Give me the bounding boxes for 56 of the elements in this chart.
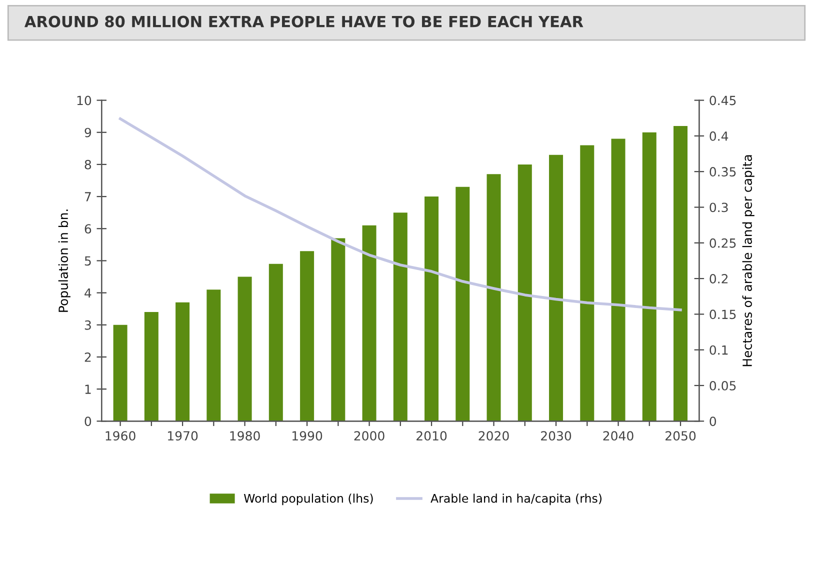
chart-title: AROUND 80 MILLION EXTRA PEOPLE HAVE TO BE FED EACH YEAR	[24, 16, 584, 28]
bar	[113, 324, 128, 422]
y-tick-label: 3	[84, 320, 91, 330]
x-tick-label: 2020	[478, 431, 509, 441]
line-series	[118, 117, 682, 312]
bar	[206, 290, 221, 422]
y2-tick-label: 0.35	[710, 167, 736, 177]
bar	[144, 312, 158, 422]
y-tick-label: 4	[84, 288, 92, 298]
bar	[300, 251, 314, 422]
bar	[331, 238, 346, 422]
bar	[268, 264, 283, 422]
x-tick-label: 1990	[292, 431, 322, 441]
y2-tick-label: 0	[710, 416, 716, 426]
y-tick-label: 10	[77, 96, 92, 106]
y-tick-label: 0	[84, 416, 92, 426]
y2-tick-label: 0.3	[710, 202, 728, 212]
y-tick-label: 9	[84, 128, 92, 138]
y2-tick-label: 0.1	[710, 345, 728, 355]
y-tick-label: 8	[84, 160, 92, 170]
y-tick-label: 5	[84, 256, 91, 266]
x-tick-label: 1980	[230, 431, 260, 441]
bar	[238, 276, 252, 422]
x-tick-label: 1960	[106, 431, 136, 441]
bar	[362, 225, 376, 422]
x-tick-label: 2040	[603, 431, 634, 441]
y2-tick-label: 0.4	[710, 131, 728, 141]
bar	[674, 126, 688, 422]
legend-label: Arable land in ha/capita (rhs)	[430, 494, 602, 506]
y2-axis-title: Hectares of arable land per capita	[742, 155, 754, 366]
y-tick-label: 1	[85, 384, 91, 394]
x-tick-label: 2000	[354, 431, 384, 441]
y2-tick-label: 0.2	[710, 274, 728, 284]
bar	[176, 302, 190, 422]
x-tick-label: 1970	[168, 431, 198, 441]
y2-tick-label: 0.45	[710, 96, 736, 106]
y2-tick-label: 0.15	[710, 310, 736, 320]
bar	[393, 212, 408, 422]
y2-tick-label: 0.05	[710, 380, 736, 390]
x-tick-label: 2010	[416, 431, 447, 441]
y-tick-label: 2	[84, 352, 91, 362]
bar	[424, 196, 439, 422]
bar	[611, 138, 626, 422]
bar	[486, 174, 501, 422]
y-tick-label: 6	[84, 224, 92, 234]
bar	[642, 132, 656, 422]
x-tick-label: 2050	[666, 431, 696, 441]
bar	[580, 145, 594, 422]
bar	[549, 154, 564, 422]
legend-label: World population (lhs)	[244, 494, 373, 506]
y-tick-label: 7	[84, 192, 91, 202]
bar	[518, 164, 532, 422]
x-tick-label: 2030	[541, 431, 572, 441]
y-axis-title: Population in bn.	[58, 210, 70, 312]
y2-tick-label: 0.25	[710, 238, 736, 248]
bar	[456, 186, 470, 422]
